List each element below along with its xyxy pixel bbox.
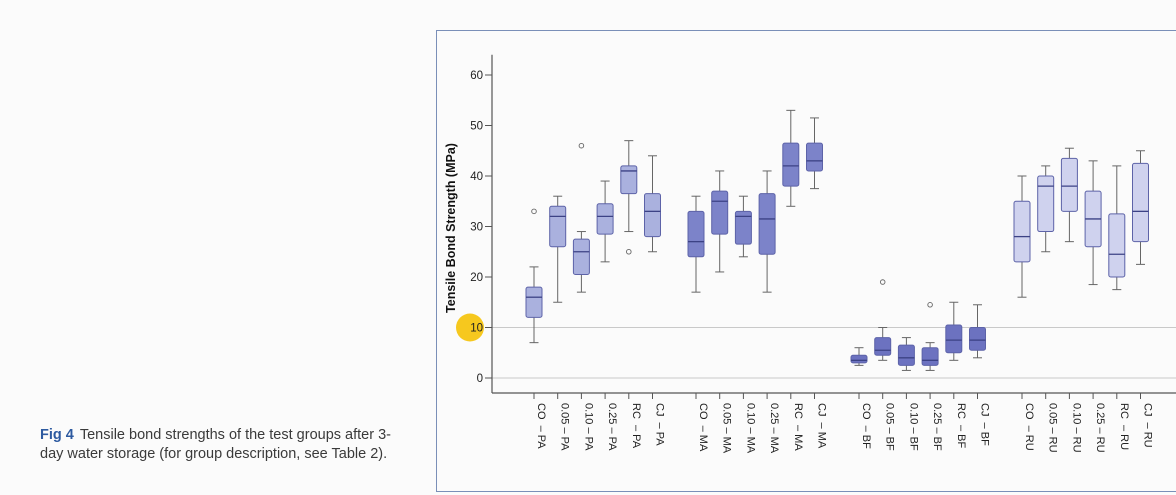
- box-iqr: [1132, 162, 1149, 243]
- x-tick-label: 0.25 – BF: [931, 403, 943, 451]
- figure-caption-text: Tensile bond strengths of the test group…: [40, 427, 391, 462]
- box-iqr: [758, 193, 776, 255]
- box-iqr: [921, 347, 939, 366]
- x-tick-label: CJ – BF: [979, 403, 991, 446]
- box-iqr: [549, 205, 567, 248]
- x-tick-label: 0.05 – RU: [1047, 403, 1059, 453]
- y-tick-label: 0: [477, 373, 483, 385]
- box-iqr: [644, 193, 661, 238]
- y-tick-label: 30: [470, 222, 483, 234]
- y-tick-label: 50: [470, 121, 483, 133]
- box-iqr: [572, 238, 590, 275]
- box-iqr: [525, 286, 543, 318]
- x-tick-label: CO – MA: [697, 403, 709, 452]
- box-iqr: [874, 337, 892, 356]
- x-tick-label: RC – PA: [630, 403, 642, 449]
- outlier-point: [626, 248, 632, 255]
- x-tick-label: 0.10 – MA: [744, 403, 756, 454]
- figure-label: Fig 4: [40, 427, 74, 443]
- box-iqr: [1037, 175, 1055, 233]
- x-tick-label: 0.25 – RU: [1094, 403, 1106, 453]
- x-tick-label: CO – RU: [1023, 403, 1035, 451]
- box-iqr: [782, 142, 800, 187]
- x-tick-label: 0.05 – BF: [884, 403, 896, 451]
- box-iqr: [945, 324, 963, 354]
- box-iqr: [850, 354, 868, 364]
- box-iqr: [711, 190, 729, 235]
- tick-highlight-marker: [456, 313, 484, 342]
- x-tick-label: 0.10 – RU: [1070, 403, 1082, 453]
- outlier-point: [578, 142, 585, 149]
- box-iqr: [734, 210, 752, 245]
- x-tick-label: 0.25 – MA: [768, 403, 780, 454]
- x-tick-label: CO – PA: [535, 403, 547, 449]
- y-tick-label: 40: [470, 171, 483, 183]
- x-tick-label: 0.10 – BF: [907, 403, 919, 451]
- x-tick-label: 0.25 – PA: [606, 403, 618, 451]
- x-tick-label: CO – BF: [860, 403, 872, 449]
- x-tick-label: RC – RU: [1118, 403, 1130, 450]
- outlier-point: [531, 208, 537, 215]
- x-tick-label: 0.05 – PA: [559, 403, 571, 451]
- box-iqr: [1108, 213, 1126, 278]
- x-tick-label: CJ – MA: [816, 403, 828, 449]
- x-tick-label: CJ – RU: [1142, 403, 1154, 448]
- figure-frame: [436, 30, 1176, 492]
- x-tick-label: RC – MA: [792, 403, 804, 451]
- y-tick-label: 10: [470, 323, 483, 335]
- box-iqr: [897, 344, 915, 366]
- x-tick-label: 0.10 – PA: [582, 403, 594, 451]
- box-iqr: [969, 327, 986, 351]
- y-tick-label: 60: [470, 70, 483, 82]
- figure-caption: Fig 4 Tensile bond strengths of the test …: [40, 426, 400, 464]
- x-tick-label: 0.05 – MA: [721, 403, 733, 454]
- outlier-point: [927, 302, 933, 308]
- box-iqr: [1060, 157, 1078, 212]
- outlier-point: [879, 279, 886, 285]
- box-iqr: [620, 165, 638, 195]
- box-iqr: [806, 142, 823, 172]
- y-tick-label: 20: [470, 272, 483, 284]
- x-tick-label: CJ – PA: [654, 403, 666, 446]
- x-tick-label: RC – BF: [955, 403, 967, 449]
- box-iqr: [1013, 200, 1031, 263]
- box-iqr: [687, 210, 705, 258]
- box-iqr: [596, 203, 614, 235]
- y-axis-label: Tensile Bond Strength (MPa): [444, 143, 458, 313]
